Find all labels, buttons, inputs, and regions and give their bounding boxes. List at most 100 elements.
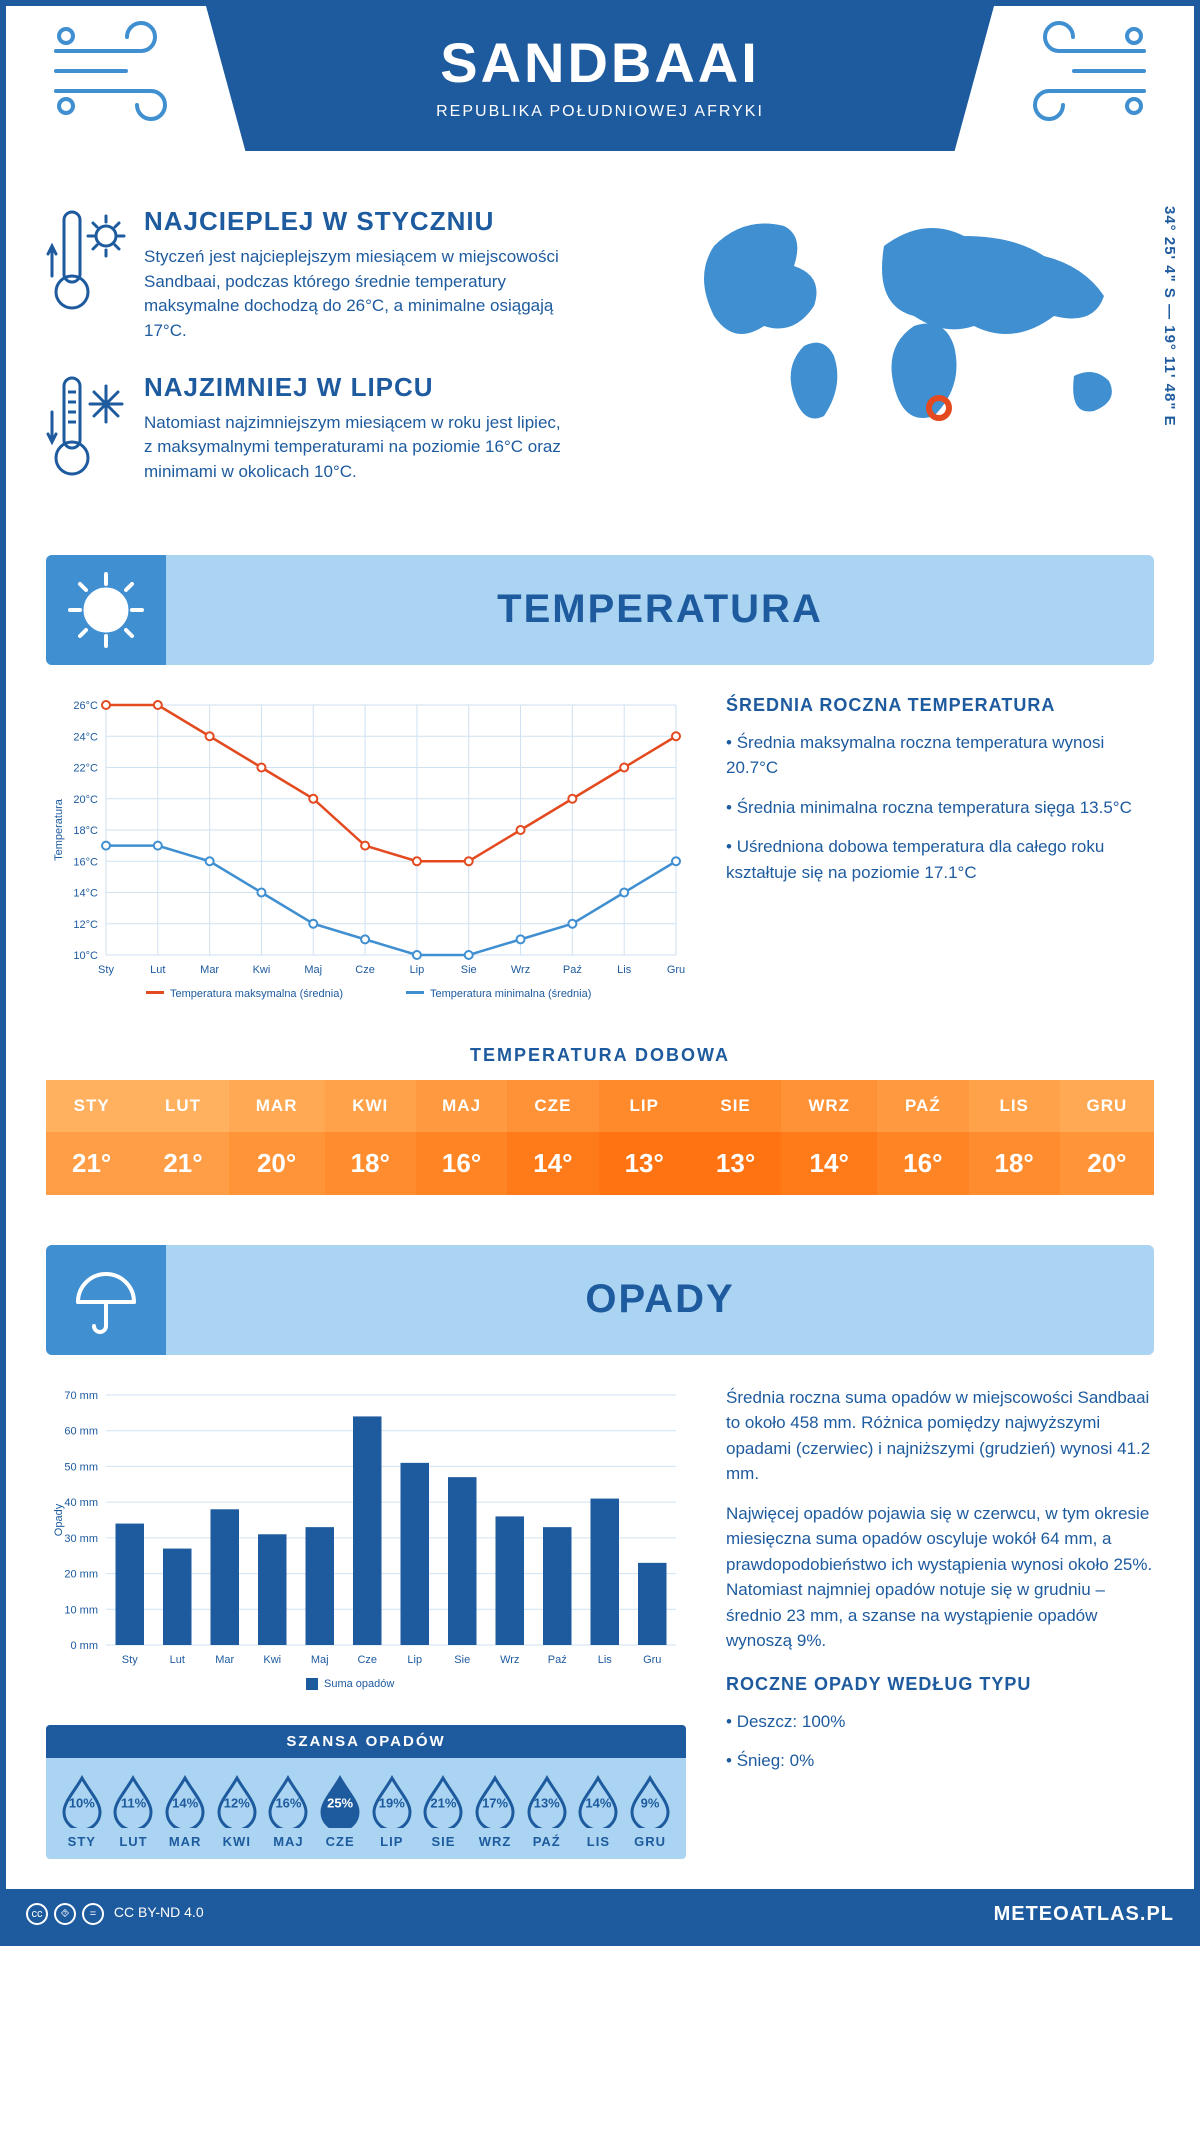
temperature-title: TEMPERATURA	[166, 587, 1154, 632]
svg-text:10°C: 10°C	[73, 950, 98, 962]
chance-droplet: 14%LIS	[576, 1774, 620, 1849]
svg-text:Temperatura minimalna (średnia: Temperatura minimalna (średnia)	[430, 988, 591, 1000]
svg-text:Cze: Cze	[355, 964, 375, 976]
daily-value: 13°	[690, 1132, 781, 1195]
chance-droplet: 9%GRU	[628, 1774, 672, 1849]
chance-droplet: 16%MAJ	[266, 1774, 310, 1849]
chance-droplet: 21%SIE	[421, 1774, 465, 1849]
svg-text:30 mm: 30 mm	[64, 1532, 98, 1544]
svg-text:70 mm: 70 mm	[64, 1390, 98, 1402]
svg-text:Sty: Sty	[98, 964, 114, 976]
svg-text:0 mm: 0 mm	[71, 1640, 99, 1652]
svg-text:Paź: Paź	[548, 1654, 567, 1666]
svg-text:22°C: 22°C	[73, 762, 98, 774]
cold-text: Natomiast najzimniejszym miesiącem w rok…	[144, 411, 564, 485]
daily-month: MAR	[229, 1080, 325, 1132]
svg-text:16°C: 16°C	[73, 856, 98, 868]
temp-side-bullets: Średnia maksymalna roczna temperatura wy…	[726, 730, 1154, 886]
page-subtitle: REPUBLIKA POŁUDNIOWEJ AFRYKI	[206, 103, 994, 121]
daily-month: LUT	[137, 1080, 228, 1132]
precip-para2: Najwięcej opadów pojawia się w czerwcu, …	[726, 1501, 1154, 1654]
svg-text:Lip: Lip	[410, 964, 425, 976]
svg-text:Opady: Opady	[53, 1503, 65, 1536]
svg-text:60 mm: 60 mm	[64, 1425, 98, 1437]
world-map	[694, 206, 1154, 451]
svg-text:Mar: Mar	[215, 1654, 234, 1666]
svg-text:Lut: Lut	[170, 1654, 185, 1666]
svg-text:Sty: Sty	[122, 1654, 138, 1666]
sun-icon	[46, 555, 166, 665]
warm-text: Styczeń jest najcieplejszym miesiącem w …	[144, 245, 564, 344]
cc-icons: cc⯑=	[26, 1904, 110, 1920]
chance-droplet: 19%LIP	[370, 1774, 414, 1849]
daily-value: 20°	[1060, 1132, 1154, 1195]
precip-type-bullets: Deszcz: 100%Śnieg: 0%	[726, 1709, 1154, 1774]
temperature-line-chart: 10°C12°C14°C16°C18°C20°C22°C24°C26°CStyL…	[46, 695, 686, 1015]
svg-text:Sie: Sie	[461, 964, 477, 976]
daily-value: 16°	[877, 1132, 968, 1195]
daily-month: LIP	[599, 1080, 690, 1132]
daily-value: 21°	[46, 1132, 137, 1195]
chance-droplet: 25%CZE	[318, 1774, 362, 1849]
chance-droplet: 17%WRZ	[473, 1774, 517, 1849]
thermometer-hot-icon	[46, 206, 126, 344]
header-banner: SANDBAAI REPUBLIKA POŁUDNIOWEJ AFRYKI	[206, 6, 994, 151]
precipitation-bar-chart: 0 mm 10 mm 20 mm 30 mm 40 mm 50 mm 60 mm 70 mm S…	[46, 1385, 686, 1705]
daily-temp-table: STYLUTMARKWIMAJCZELIPSIEWRZPAŹLISGRU 21°…	[46, 1080, 1154, 1195]
svg-text:Temperatura: Temperatura	[53, 798, 65, 861]
svg-text:Lis: Lis	[598, 1654, 613, 1666]
footer: cc⯑= CC BY-ND 4.0 METEOATLAS.PL	[6, 1889, 1194, 1940]
coordinates: 34° 25' 4" S — 19° 11' 48" E	[1161, 206, 1178, 427]
precip-para1: Średnia roczna suma opadów w miejscowośc…	[726, 1385, 1154, 1487]
daily-value: 18°	[969, 1132, 1060, 1195]
svg-text:Maj: Maj	[311, 1654, 329, 1666]
svg-text:Lip: Lip	[407, 1654, 422, 1666]
svg-text:26°C: 26°C	[73, 700, 98, 712]
svg-text:20°C: 20°C	[73, 793, 98, 805]
daily-value: 16°	[416, 1132, 507, 1195]
umbrella-icon	[46, 1245, 166, 1355]
daily-month: SIE	[690, 1080, 781, 1132]
daily-month: WRZ	[781, 1080, 877, 1132]
svg-text:Gru: Gru	[667, 964, 685, 976]
chance-droplet: 14%MAR	[163, 1774, 207, 1849]
chance-droplet: 10%STY	[60, 1774, 104, 1849]
daily-month: GRU	[1060, 1080, 1154, 1132]
svg-text:14°C: 14°C	[73, 887, 98, 899]
page-title: SANDBAAI	[206, 30, 994, 95]
svg-text:Kwi: Kwi	[253, 964, 271, 976]
svg-text:20 mm: 20 mm	[64, 1568, 98, 1580]
svg-text:12°C: 12°C	[73, 918, 98, 930]
wind-icon-left	[46, 6, 186, 131]
daily-value: 13°	[599, 1132, 690, 1195]
svg-text:Maj: Maj	[304, 964, 322, 976]
svg-text:Wrz: Wrz	[500, 1654, 519, 1666]
daily-month: PAŹ	[877, 1080, 968, 1132]
svg-text:50 mm: 50 mm	[64, 1461, 98, 1473]
brand-label: METEOATLAS.PL	[994, 1903, 1174, 1926]
chance-droplet: 12%KWI	[215, 1774, 259, 1849]
daily-value: 21°	[137, 1132, 228, 1195]
svg-text:Wrz: Wrz	[511, 964, 530, 976]
svg-text:10 mm: 10 mm	[64, 1604, 98, 1616]
daily-month: KWI	[325, 1080, 416, 1132]
svg-text:Sie: Sie	[454, 1654, 470, 1666]
cold-heading: NAJZIMNIEJ W LIPCU	[144, 372, 564, 403]
license-label: CC BY-ND 4.0	[114, 1904, 204, 1920]
thermometer-cold-icon	[46, 372, 126, 487]
svg-text:40 mm: 40 mm	[64, 1497, 98, 1509]
svg-text:Kwi: Kwi	[263, 1654, 281, 1666]
svg-text:Lut: Lut	[150, 964, 165, 976]
svg-text:Cze: Cze	[357, 1654, 377, 1666]
precipitation-title: OPADY	[166, 1277, 1154, 1322]
daily-value: 14°	[781, 1132, 877, 1195]
svg-text:Paź: Paź	[563, 964, 582, 976]
daily-value: 18°	[325, 1132, 416, 1195]
precip-type-heading: ROCZNE OPADY WEDŁUG TYPU	[726, 1674, 1154, 1695]
daily-month: LIS	[969, 1080, 1060, 1132]
wind-icon-right	[1014, 6, 1154, 131]
temp-side-heading: ŚREDNIA ROCZNA TEMPERATURA	[726, 695, 1154, 716]
daily-month: MAJ	[416, 1080, 507, 1132]
temperature-section-banner: TEMPERATURA	[46, 555, 1154, 665]
chance-droplets: 10%STY11%LUT14%MAR12%KWI16%MAJ25%CZE19%L…	[46, 1758, 686, 1859]
